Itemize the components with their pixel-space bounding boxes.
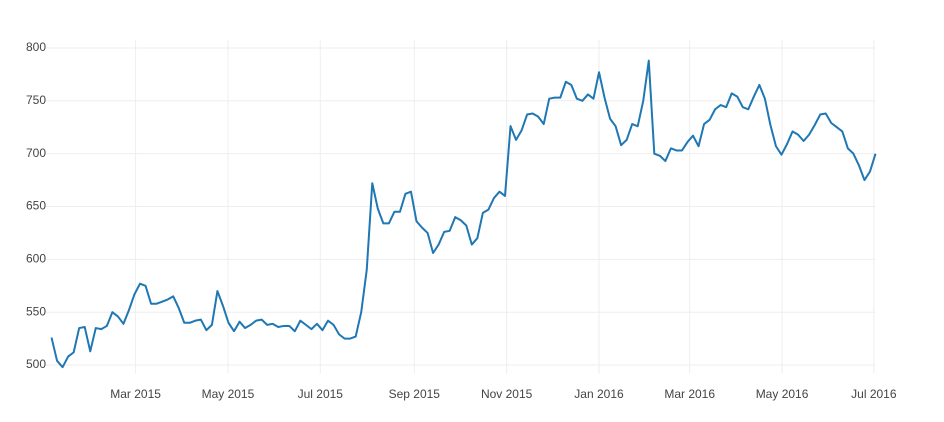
x-tick-label: Mar 2015 xyxy=(110,387,161,401)
x-tick-label: May 2015 xyxy=(202,387,255,401)
x-tick-label: Mar 2016 xyxy=(664,387,715,401)
x-tick-label: May 2016 xyxy=(756,387,809,401)
y-tick-label: 750 xyxy=(26,93,46,107)
y-tick-label: 550 xyxy=(26,304,46,318)
y-tick-label: 500 xyxy=(26,357,46,371)
y-tick-label: 600 xyxy=(26,252,46,266)
x-tick-label: Sep 2015 xyxy=(389,387,441,401)
x-tick-label: Jul 2015 xyxy=(298,387,344,401)
y-tick-label: 650 xyxy=(26,199,46,213)
x-tick-label: Nov 2015 xyxy=(481,387,533,401)
x-tick-label: Jan 2016 xyxy=(574,387,624,401)
y-tick-label: 700 xyxy=(26,146,46,160)
line xyxy=(50,59,877,369)
x-tick-label: Jul 2016 xyxy=(851,387,897,401)
y-tick-label: 800 xyxy=(26,40,46,54)
